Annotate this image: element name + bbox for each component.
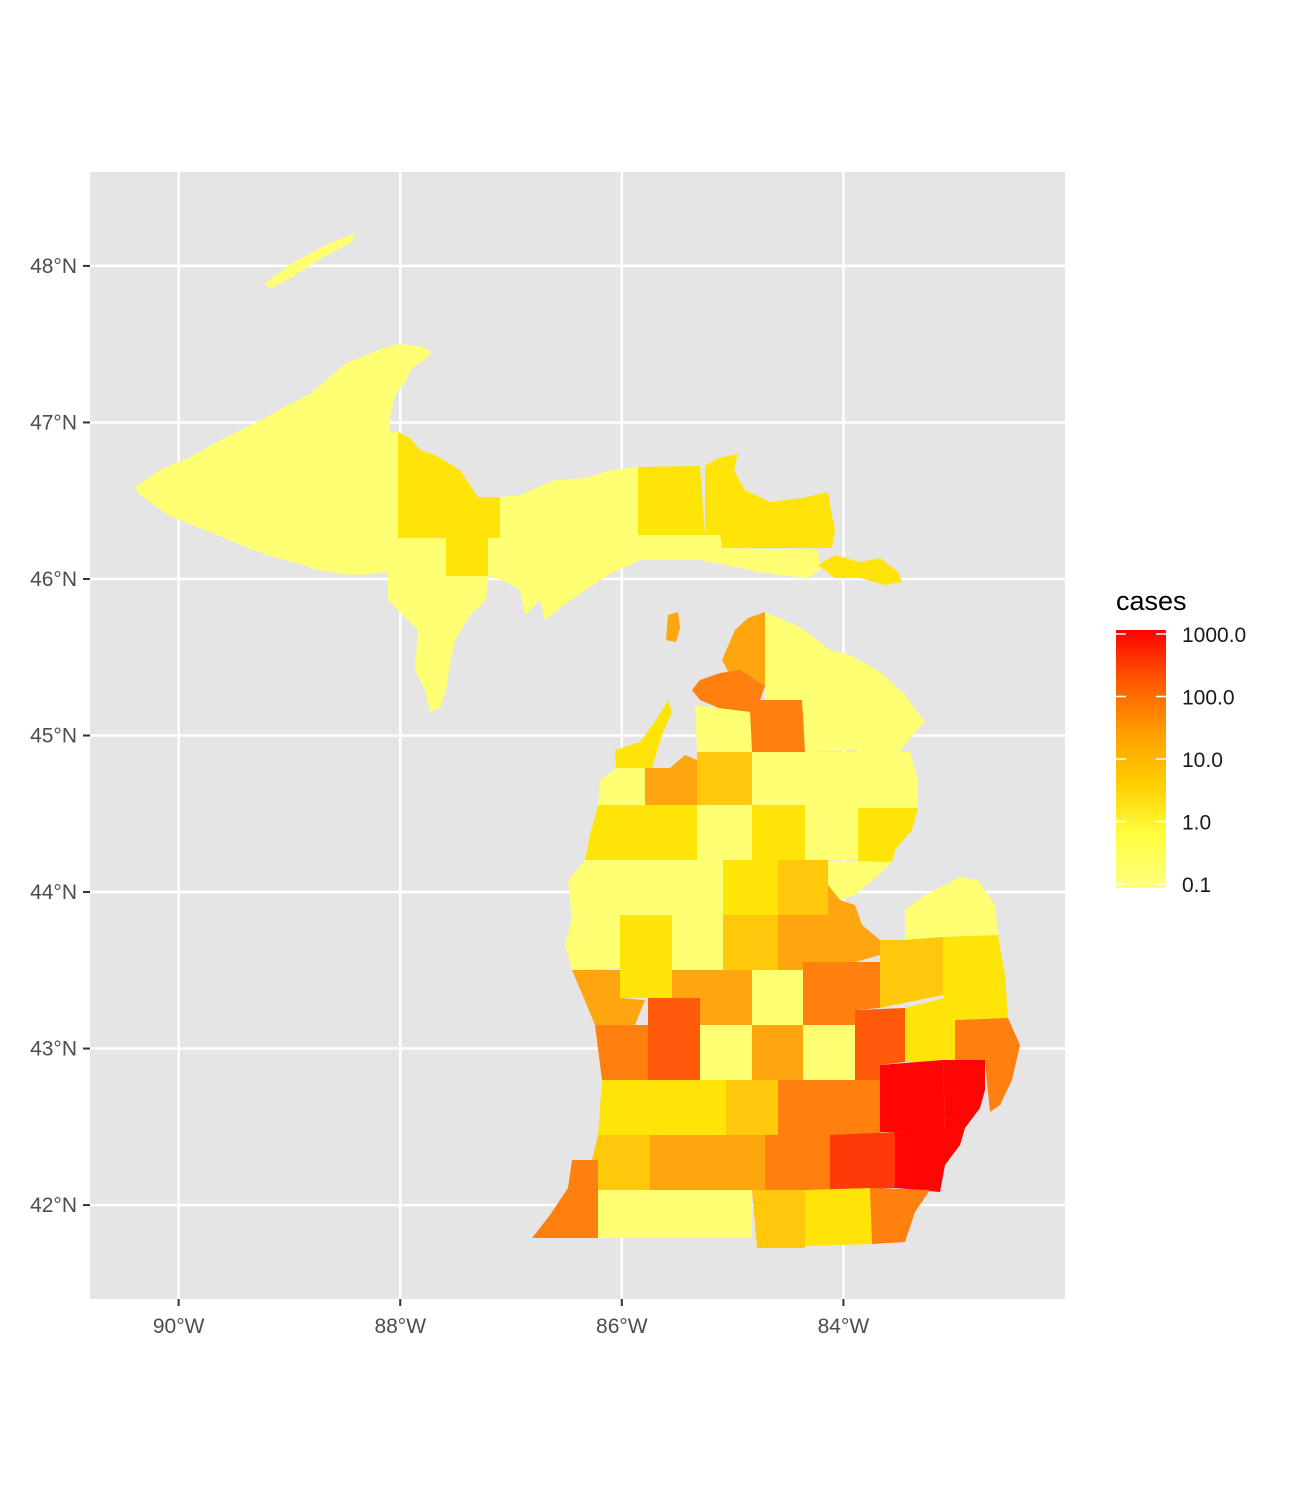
- county-charlevoix: [692, 670, 765, 712]
- county-clare: [723, 860, 778, 915]
- upper-peninsula-west: [135, 344, 432, 575]
- county-eaton: [726, 1080, 778, 1135]
- county-berrien: [532, 1160, 598, 1238]
- y-tick-label: 46°N: [30, 568, 77, 591]
- county-ogemaw: [805, 805, 858, 860]
- legend-break-label: 0.1: [1182, 874, 1211, 897]
- x-tick-label: 90°W: [153, 1315, 205, 1338]
- x-tick-label: 86°W: [596, 1315, 648, 1338]
- county-huron: [905, 877, 998, 940]
- county-mason-lake-osceola: [568, 860, 723, 918]
- county-newaygo: [620, 915, 672, 970]
- y-tick-label: 47°N: [30, 411, 77, 434]
- county-emmet: [722, 612, 765, 686]
- county-isabella: [723, 915, 778, 970]
- leelanau-peninsula: [615, 700, 672, 768]
- county-gratiot-kent-north: [672, 970, 752, 1025]
- y-tick-label: 43°N: [30, 1038, 77, 1061]
- county-ionia: [700, 1025, 752, 1080]
- county-midland: [778, 915, 828, 970]
- county-oakland: [880, 1060, 945, 1132]
- legend-break-label: 10.0: [1182, 749, 1223, 772]
- county-genesee: [855, 1008, 905, 1080]
- county-missaukee: [697, 805, 752, 860]
- county-washtenaw: [830, 1132, 895, 1190]
- beaver-island: [666, 612, 680, 642]
- county-luce: [638, 466, 705, 535]
- county-bay: [828, 885, 880, 962]
- county-allegan: [598, 1080, 648, 1135]
- county-jackson: [765, 1135, 830, 1190]
- county-mecosta: [672, 915, 723, 970]
- county-grand-traverse: [645, 755, 697, 805]
- county-manistee: [585, 805, 645, 860]
- legend-break-label: 1000.0: [1182, 624, 1246, 647]
- county-shiawassee: [803, 1025, 855, 1080]
- county-clinton: [752, 1025, 803, 1080]
- y-axis: 48°N 47°N 46°N 45°N 44°N 43°N 42°N: [30, 255, 90, 1217]
- county-kalkaska: [697, 752, 752, 805]
- county-cass-st-joseph-branch: [598, 1190, 752, 1238]
- y-tick-label: 48°N: [30, 255, 77, 278]
- legend-break-label: 100.0: [1182, 687, 1235, 710]
- isle-royale: [265, 233, 355, 289]
- county-montcalm: [620, 970, 672, 998]
- county-iosco: [858, 808, 918, 862]
- y-tick-label: 42°N: [30, 1194, 77, 1217]
- county-st-clair: [955, 1018, 1020, 1112]
- county-kalamazoo: [650, 1135, 700, 1190]
- county-kent: [648, 998, 700, 1080]
- county-sanilac: [943, 935, 1008, 1020]
- county-macomb: [943, 1060, 985, 1130]
- x-tick-label: 84°W: [818, 1315, 870, 1338]
- county-hillsdale: [752, 1190, 805, 1248]
- legend: cases 1000.0 100.0 10.0 1.0 0.1: [1116, 586, 1246, 897]
- county-van-buren: [588, 1135, 650, 1190]
- upper-peninsula-central: [488, 467, 640, 620]
- county-roscommon: [752, 805, 805, 860]
- county-oscoda-alpena: [805, 752, 918, 808]
- county-gladwin: [778, 860, 828, 915]
- county-dickinson-menominee: [388, 538, 488, 712]
- county-gratiot: [752, 970, 803, 1025]
- county-lenawee: [805, 1188, 872, 1246]
- county-marquette: [398, 432, 500, 576]
- county-tuscola: [880, 937, 943, 1008]
- county-ingham: [778, 1080, 830, 1135]
- county-antrim: [695, 705, 752, 752]
- county-oceana: [565, 918, 620, 970]
- x-axis: 90°W 88°W 86°W 84°W: [153, 1299, 870, 1338]
- drummond-island: [818, 555, 902, 585]
- legend-title: cases: [1116, 586, 1187, 616]
- county-calhoun: [700, 1135, 765, 1190]
- county-chippewa: [705, 454, 835, 548]
- county-wayne: [895, 1128, 965, 1192]
- legend-break-label: 1.0: [1182, 812, 1211, 835]
- county-barry: [648, 1080, 726, 1135]
- county-cheboygan-presque-isle: [765, 612, 925, 752]
- legend-breaks: 1000.0 100.0 10.0 1.0 0.1: [1116, 624, 1246, 897]
- county-mackinac: [638, 535, 820, 578]
- county-benzie: [598, 768, 645, 805]
- county-saginaw: [803, 962, 880, 1025]
- county-crawford: [752, 752, 805, 805]
- county-wexford: [645, 805, 697, 860]
- county-livingston: [830, 1080, 880, 1135]
- county-monroe: [870, 1188, 930, 1244]
- x-tick-label: 88°W: [374, 1315, 426, 1338]
- county-muskegon: [572, 970, 645, 1025]
- county-ottawa: [595, 1025, 648, 1080]
- y-tick-label: 45°N: [30, 725, 77, 748]
- county-otsego: [750, 700, 805, 752]
- county-polygons: [135, 233, 1020, 1248]
- y-tick-label: 44°N: [30, 881, 77, 904]
- county-lapeer: [905, 995, 955, 1062]
